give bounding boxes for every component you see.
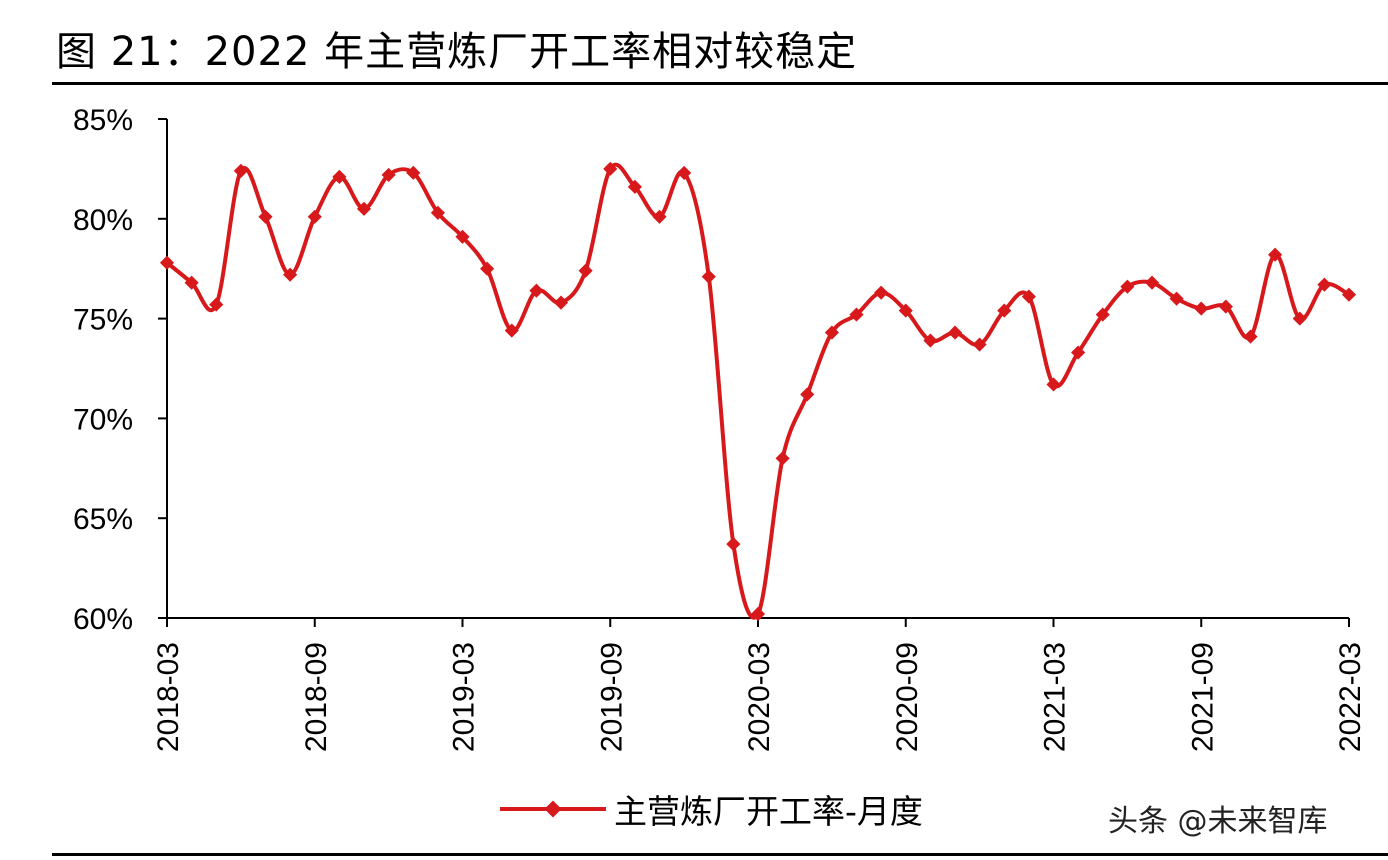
- data-point: [307, 209, 322, 224]
- data-point: [775, 451, 790, 466]
- data-point: [159, 255, 175, 270]
- data-point: [1021, 289, 1036, 304]
- x-axis: 2018-03 2018-09 2019-03 2019-09 2020-03 2020-…: [152, 617, 1367, 752]
- data-point: [1144, 275, 1160, 290]
- series-line-0: [165, 162, 1351, 620]
- data-point: [356, 201, 372, 216]
- x-tick-label: 2019-09: [595, 642, 628, 752]
- data-point: [1292, 311, 1307, 326]
- data-point: [233, 163, 248, 178]
- data-point: [603, 161, 618, 176]
- x-tick-label: 2021-03: [1039, 642, 1072, 752]
- data-point: [332, 169, 347, 184]
- data-point: [923, 333, 938, 348]
- x-tick-label: 2022-03: [1334, 642, 1367, 752]
- data-point: [701, 269, 716, 284]
- x-tick-label: 2019-03: [448, 642, 481, 752]
- data-point: [947, 325, 963, 340]
- data-point: [258, 209, 273, 224]
- data-point: [1243, 329, 1258, 344]
- x-tick-label: 2018-09: [300, 642, 333, 752]
- bottom-rule: [52, 853, 1388, 856]
- data-point: [874, 285, 889, 300]
- data-point: [553, 295, 569, 310]
- y-tick-label: 60%: [73, 603, 133, 636]
- data-point: [1218, 299, 1233, 314]
- data-point: [800, 387, 815, 402]
- data-point: [504, 323, 519, 338]
- data-point: [529, 283, 544, 298]
- y-tick-label: 80%: [73, 204, 133, 237]
- title-rule: [52, 82, 1388, 85]
- series-layer: [159, 161, 1357, 622]
- data-point: [824, 325, 839, 340]
- x-tick-label: 2020-03: [743, 642, 776, 752]
- data-point: [455, 229, 470, 244]
- data-point: [1169, 291, 1184, 306]
- y-tick-label: 70%: [73, 403, 133, 436]
- data-point: [184, 275, 199, 290]
- data-point: [1194, 301, 1209, 316]
- data-point: [1046, 377, 1061, 392]
- watermark: 头条 @未来智库: [1108, 804, 1328, 839]
- data-point: [726, 537, 741, 552]
- data-point: [430, 205, 445, 220]
- data-point: [381, 167, 396, 182]
- x-tick-label: 2021-09: [1186, 642, 1219, 752]
- data-point: [1341, 287, 1357, 302]
- y-tick-label: 85%: [73, 104, 133, 137]
- data-point: [578, 263, 593, 278]
- data-point: [406, 165, 421, 180]
- data-point: [627, 179, 642, 194]
- data-point: [283, 267, 298, 282]
- data-point: [972, 337, 987, 352]
- chart-title: 图 21：2022 年主营炼厂开工率相对较稳定: [56, 29, 858, 75]
- data-point: [480, 261, 495, 276]
- y-axis: 60% 65% 70% 75% 80% 85%: [73, 104, 168, 636]
- x-tick-label: 2018-03: [152, 642, 185, 752]
- legend: 主营炼厂开工率-月度: [498, 784, 923, 834]
- legend-line-marker: [500, 800, 606, 818]
- x-tick-label: 2020-09: [891, 642, 924, 752]
- legend-label: 主营炼厂开工率-月度: [614, 792, 923, 831]
- y-tick-label: 75%: [73, 304, 133, 337]
- y-tick-label: 65%: [73, 503, 133, 536]
